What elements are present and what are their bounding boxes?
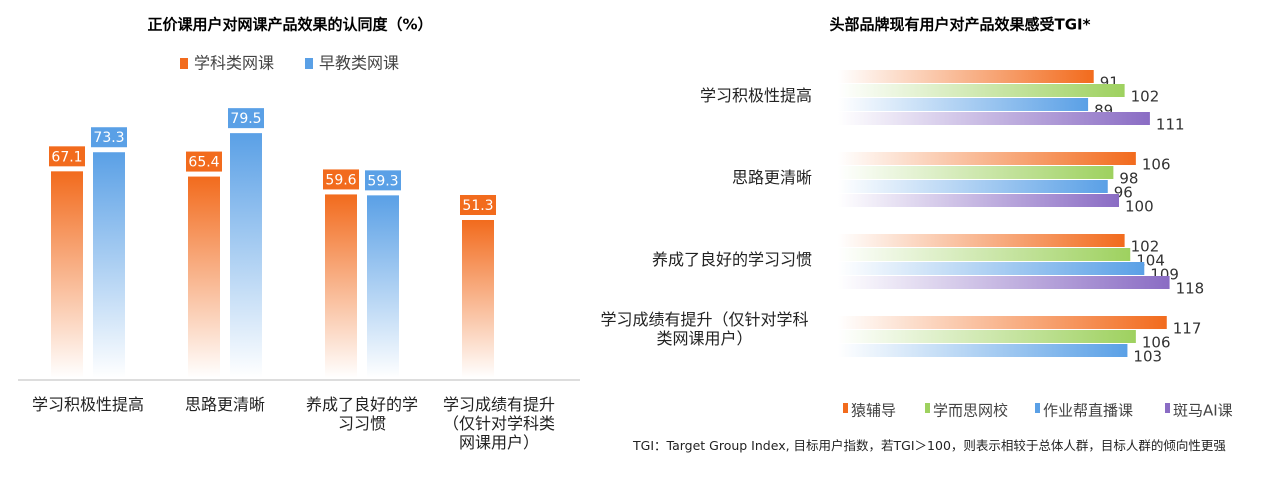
value-label: 106 bbox=[1142, 156, 1171, 174]
value-label: 103 bbox=[1133, 348, 1162, 366]
footnote: TGI：Target Group Index, 目标用户指数，若TGI＞100，… bbox=[633, 438, 1226, 453]
chart-title: 正价课用户对网课产品效果的认同度（%） bbox=[147, 16, 432, 34]
legend-swatch bbox=[180, 58, 188, 69]
x-tick-label: 学习成绩有提升（仅针对学科类网课用户） bbox=[442, 395, 555, 452]
legend-label: 猿辅导 bbox=[851, 402, 896, 420]
value-label-box bbox=[91, 127, 127, 148]
bar bbox=[838, 316, 1167, 329]
value-label: 111 bbox=[1156, 116, 1185, 134]
value-label: 79.5 bbox=[230, 111, 261, 127]
bar bbox=[838, 248, 1131, 261]
bar bbox=[838, 180, 1108, 193]
bar bbox=[838, 262, 1145, 275]
bar bbox=[51, 171, 83, 378]
bar bbox=[838, 84, 1125, 97]
value-label: 98 bbox=[1119, 170, 1138, 188]
y-tick-label: 学习成绩有提升（仅针对学科类网课用户） bbox=[600, 310, 809, 348]
y-tick-label: 学习积极性提高 bbox=[699, 86, 812, 105]
value-label: 51.3 bbox=[462, 198, 493, 214]
x-tick-label: 学习积极性提高 bbox=[31, 395, 144, 414]
value-label-box bbox=[228, 108, 264, 129]
bar bbox=[462, 219, 494, 378]
bar bbox=[838, 234, 1125, 247]
bar bbox=[93, 152, 125, 378]
value-label: 117 bbox=[1173, 320, 1202, 338]
value-label: 59.3 bbox=[367, 173, 398, 189]
bar bbox=[838, 330, 1136, 343]
bar bbox=[838, 152, 1136, 165]
bar bbox=[367, 195, 399, 378]
legend-swatch bbox=[1035, 403, 1040, 413]
value-label-box bbox=[365, 170, 401, 191]
legend-swatch bbox=[925, 403, 930, 413]
y-tick-label: 思路更清晰 bbox=[731, 168, 812, 187]
bar bbox=[838, 98, 1089, 111]
legend-label: 学而思网校 bbox=[933, 402, 1008, 420]
value-label-box bbox=[323, 169, 359, 190]
value-label: 67.1 bbox=[51, 149, 82, 165]
value-label-box bbox=[186, 151, 222, 172]
value-label: 102 bbox=[1131, 88, 1160, 106]
bar bbox=[838, 112, 1150, 125]
value-label: 102 bbox=[1131, 238, 1160, 256]
bar bbox=[230, 133, 262, 378]
bar bbox=[838, 344, 1128, 357]
legend-label: 作业帮直播课 bbox=[1043, 402, 1133, 420]
x-tick-label: 养成了良好的学习习惯 bbox=[305, 395, 418, 433]
legend-swatch bbox=[843, 403, 848, 413]
value-label: 118 bbox=[1176, 280, 1205, 298]
legend-label: 早教类网课 bbox=[319, 54, 399, 73]
bar bbox=[838, 194, 1119, 207]
value-label: 100 bbox=[1125, 198, 1154, 216]
chart-title: 头部品牌现有用户对产品效果感受TGI* bbox=[830, 16, 1091, 34]
legend-swatch bbox=[305, 58, 313, 69]
bar bbox=[838, 70, 1094, 83]
bar bbox=[188, 176, 220, 378]
legend-label: 斑马AI课 bbox=[1173, 402, 1233, 420]
value-label: 65.4 bbox=[188, 155, 219, 171]
value-label-box bbox=[49, 146, 85, 167]
legend-label: 学科类网课 bbox=[194, 54, 274, 73]
value-label: 106 bbox=[1142, 334, 1171, 352]
value-label-box bbox=[460, 194, 496, 215]
value-label: 59.6 bbox=[325, 172, 356, 188]
x-tick-label: 思路更清晰 bbox=[184, 395, 265, 414]
value-label: 73.3 bbox=[93, 130, 124, 146]
legend-swatch bbox=[1165, 403, 1170, 413]
y-tick-label: 养成了良好的学习习惯 bbox=[651, 250, 812, 269]
bar bbox=[325, 194, 357, 378]
bar bbox=[838, 166, 1114, 179]
bar bbox=[838, 276, 1170, 289]
